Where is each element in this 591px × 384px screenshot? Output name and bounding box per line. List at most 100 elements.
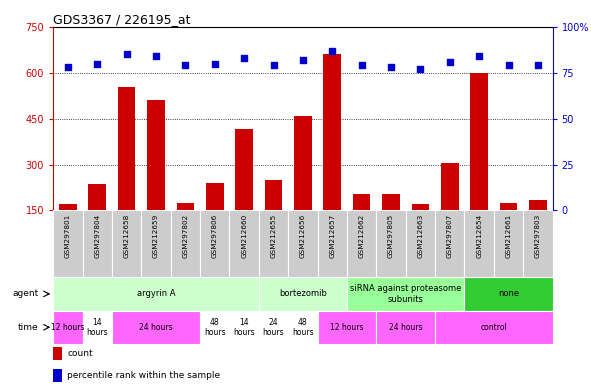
Bar [317,210,347,277]
Text: GSM212663: GSM212663 [417,214,423,258]
Bar [206,183,223,257]
Bar [177,203,194,257]
Bar [347,277,465,311]
Bar [435,210,465,277]
Bar [465,210,494,277]
Text: 14
hours: 14 hours [86,318,108,337]
Point [122,51,131,58]
Bar [441,163,459,257]
Text: 24
hours: 24 hours [262,318,284,337]
Text: GSM297801: GSM297801 [65,214,71,258]
Bar [500,203,517,257]
Text: GSM297802: GSM297802 [183,214,189,258]
Point [298,57,308,63]
Point [151,53,161,59]
Bar [53,311,83,344]
Bar [376,210,405,277]
Point [63,64,73,70]
Text: GDS3367 / 226195_at: GDS3367 / 226195_at [53,13,191,26]
Point [357,62,366,68]
Point [445,59,454,65]
Bar [494,210,523,277]
Bar [53,210,83,277]
Text: 14
hours: 14 hours [233,318,255,337]
Bar [529,200,547,257]
Bar [435,311,553,344]
Text: 48
hours: 48 hours [292,318,314,337]
Bar [376,311,435,344]
Bar [470,73,488,257]
Text: time: time [18,323,38,332]
Text: GSM212656: GSM212656 [300,214,306,258]
Bar [317,311,376,344]
Bar [465,277,553,311]
Bar [53,347,62,360]
Bar [411,204,429,257]
Bar [288,311,317,344]
Point [210,61,219,67]
Bar [382,194,400,257]
Text: GSM212662: GSM212662 [359,214,365,258]
Bar [229,210,259,277]
Point [415,66,425,72]
Point [93,61,102,67]
Point [181,62,190,68]
Text: GSM297804: GSM297804 [94,214,100,258]
Text: 12 hours: 12 hours [330,323,363,332]
Point [269,62,278,68]
Bar [353,194,371,257]
Text: count: count [67,349,93,358]
Point [504,62,513,68]
Text: 24 hours: 24 hours [139,323,173,332]
Bar [347,210,376,277]
Bar [405,210,435,277]
Text: bortezomib: bortezomib [279,290,327,298]
Bar [235,129,253,257]
Text: GSM212654: GSM212654 [476,214,482,258]
Bar [83,311,112,344]
Text: GSM297805: GSM297805 [388,214,394,258]
Bar [294,116,311,257]
Text: 48
hours: 48 hours [204,318,226,337]
Point [387,64,396,70]
Text: GSM212655: GSM212655 [271,214,277,258]
Text: GSM297806: GSM297806 [212,214,217,258]
Bar [259,210,288,277]
Bar [53,369,62,382]
Text: control: control [480,323,507,332]
Text: none: none [498,290,519,298]
Bar [259,277,347,311]
Point [239,55,249,61]
Point [533,62,543,68]
Bar [141,210,171,277]
Text: argyrin A: argyrin A [137,290,176,298]
Bar [171,210,200,277]
Text: 12 hours: 12 hours [51,323,85,332]
Text: GSM212660: GSM212660 [241,214,247,258]
Bar [323,55,341,257]
Bar [259,311,288,344]
Bar [112,210,141,277]
Bar [288,210,317,277]
Bar [523,210,553,277]
Bar [200,210,229,277]
Text: siRNA against proteasome
subunits: siRNA against proteasome subunits [350,284,462,304]
Bar [200,311,229,344]
Bar [83,210,112,277]
Bar [89,184,106,257]
Text: GSM212658: GSM212658 [124,214,129,258]
Text: GSM212661: GSM212661 [505,214,512,258]
Text: percentile rank within the sample: percentile rank within the sample [67,371,220,380]
Text: GSM212659: GSM212659 [153,214,159,258]
Text: GSM212657: GSM212657 [329,214,335,258]
Point [475,53,484,59]
Text: GSM297803: GSM297803 [535,214,541,258]
Bar [112,311,200,344]
Bar [265,180,282,257]
Bar [118,86,135,257]
Text: GSM297807: GSM297807 [447,214,453,258]
Bar [59,204,77,257]
Point [327,48,337,54]
Text: agent: agent [12,290,38,298]
Bar [53,277,259,311]
